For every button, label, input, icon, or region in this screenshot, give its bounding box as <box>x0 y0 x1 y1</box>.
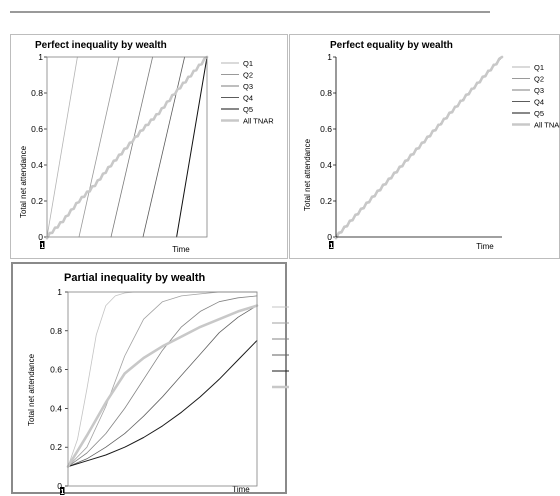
series-line-series-4 <box>67 305 258 467</box>
series-line-q5 <box>176 56 208 238</box>
x-tick-marker <box>329 241 334 249</box>
y-tick-label: 0.8 <box>320 88 332 98</box>
plot-area <box>67 291 258 487</box>
series-line-series-2 <box>67 291 258 467</box>
y-tick-label: 0 <box>38 232 43 242</box>
legend-label: Q4 <box>534 98 544 107</box>
series-line-q4 <box>142 56 185 238</box>
chart-svg-perfect-inequality: Perfect inequality by wealth Total net a… <box>19 40 274 254</box>
legend-label: Q1 <box>243 59 253 68</box>
legend-label: Q1 <box>534 63 544 72</box>
y-tick-label: 0.2 <box>320 196 332 206</box>
x-tick-label: 1 <box>40 243 44 250</box>
series-line-series-3 <box>67 295 258 467</box>
legend-label: All TNAR <box>243 117 274 126</box>
x-tick-marker <box>40 241 45 249</box>
y-tick-label: 0.8 <box>31 88 43 98</box>
chart-panel-perfect-inequality: Perfect inequality by wealth Total net a… <box>10 34 288 259</box>
x-tick-marker <box>60 487 65 495</box>
chart-title: Perfect equality by wealth <box>330 40 453 51</box>
chart-title: Partial inequality by wealth <box>64 272 205 284</box>
y-tick-label: 0.2 <box>50 442 62 452</box>
top-divider <box>10 11 490 13</box>
y-tick-label: 1 <box>327 52 332 62</box>
y-axis-label: Total net attendance <box>27 353 36 426</box>
y-tick-label: 0 <box>327 232 332 242</box>
x-tick-label: 1 <box>329 243 333 250</box>
y-tick-label: 1 <box>38 52 43 62</box>
legend-label: Q3 <box>534 86 544 95</box>
chart-svg-partial-inequality: Partial inequality by wealth Total net a… <box>27 272 289 496</box>
series-line-all-tnar <box>334 55 504 240</box>
legend-label: Q4 <box>243 94 253 103</box>
plot-area <box>46 56 208 238</box>
y-tick-label: 0.6 <box>31 124 43 134</box>
legend-label: Q2 <box>243 71 253 80</box>
x-tick-label: 1 <box>60 489 64 496</box>
chart-svg-perfect-equality: Perfect equality by wealth Total net att… <box>303 40 560 251</box>
y-tick-label: 0.8 <box>50 326 62 336</box>
series-line-all-tnar <box>45 55 209 240</box>
legend-label: Q5 <box>534 109 544 118</box>
legend-label: Q2 <box>534 75 544 84</box>
chart-title: Perfect inequality by wealth <box>35 40 167 51</box>
legend-label: All TNAR <box>534 121 560 130</box>
chart-panel-perfect-equality: Perfect equality by wealth Total net att… <box>289 34 560 259</box>
chart-panel-partial-inequality: Partial inequality by wealth Total net a… <box>11 262 289 496</box>
y-axis-label: Total net attendance <box>19 145 28 218</box>
series-line-q2 <box>78 56 120 238</box>
y-tick-label: 0.6 <box>50 365 62 375</box>
x-axis-label: Time <box>476 242 494 251</box>
legend-label: Q3 <box>243 82 253 91</box>
x-axis-label: Time <box>232 485 250 494</box>
y-tick-label: 0.4 <box>50 403 62 413</box>
y-tick-label: 0.2 <box>31 196 43 206</box>
series-line-q1 <box>46 56 78 238</box>
y-tick-label: 0.6 <box>320 124 332 134</box>
y-tick-label: 0.4 <box>320 160 332 170</box>
series-line-series-6 <box>66 304 259 468</box>
y-tick-label: 0 <box>57 481 62 491</box>
y-tick-label: 1 <box>57 287 62 297</box>
series-line-series-5 <box>67 340 258 468</box>
x-axis-label: Time <box>172 245 190 254</box>
series-line-series-1 <box>67 291 258 467</box>
y-axis-label: Total net attendance <box>303 138 312 211</box>
legend-label: Q5 <box>243 105 253 114</box>
y-tick-label: 0.4 <box>31 160 43 170</box>
series-line-q3 <box>110 56 153 238</box>
